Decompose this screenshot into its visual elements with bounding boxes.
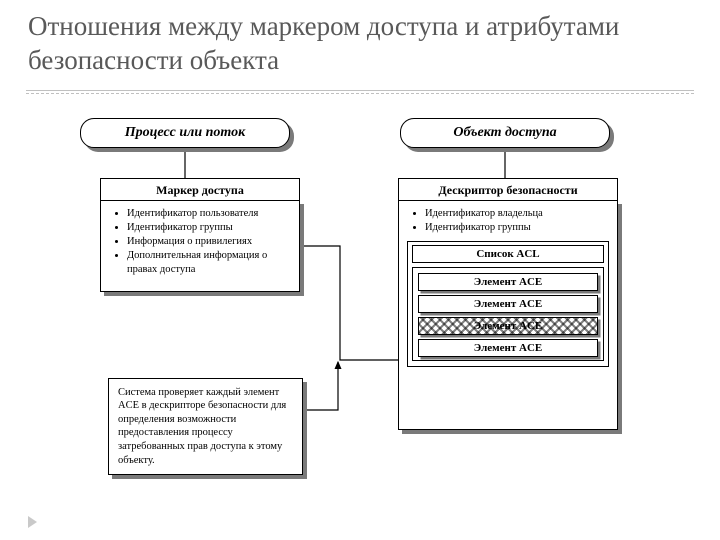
list-item: Дополнительная информация о правах досту…	[127, 249, 291, 277]
descriptor-bullets: Идентификатор владельца Идентификатор гр…	[407, 207, 609, 235]
access-object-box: Объект доступа	[400, 118, 610, 148]
list-item: Идентификатор пользователя	[127, 207, 291, 221]
list-item: Информация о привилегиях	[127, 235, 291, 249]
descriptor-body: Идентификатор владельца Идентификатор гр…	[398, 200, 618, 430]
diagram-canvas: Процесс или поток Объект доступа Маркер …	[0, 100, 720, 530]
ace-item-highlighted: Элемент ACE	[418, 317, 598, 335]
acl-label: Список ACL	[412, 245, 604, 263]
acl-inner-frame: Элемент ACE Элемент ACE Элемент ACE Элем…	[412, 267, 604, 361]
note-box: Система проверяет каждый элемент ACE в д…	[108, 378, 303, 476]
process-thread-box: Процесс или поток	[80, 118, 290, 148]
slide-marker-icon	[28, 516, 37, 528]
list-item: Идентификатор группы	[127, 221, 291, 235]
list-item: Идентификатор группы	[425, 221, 609, 235]
acl-outer-frame: Список ACL Элемент ACE Элемент ACE Элеме…	[407, 241, 609, 367]
marker-body: Идентификатор пользователя Идентификатор…	[100, 200, 300, 292]
ace-item: Элемент ACE	[418, 273, 598, 291]
marker-bullets: Идентификатор пользователя Идентификатор…	[109, 207, 291, 278]
ace-item: Элемент ACE	[418, 339, 598, 357]
title-underline	[26, 90, 694, 94]
ace-item: Элемент ACE	[418, 295, 598, 313]
list-item: Идентификатор владельца	[425, 207, 609, 221]
page-title: Отношения между маркером доступа и атриб…	[28, 10, 692, 78]
